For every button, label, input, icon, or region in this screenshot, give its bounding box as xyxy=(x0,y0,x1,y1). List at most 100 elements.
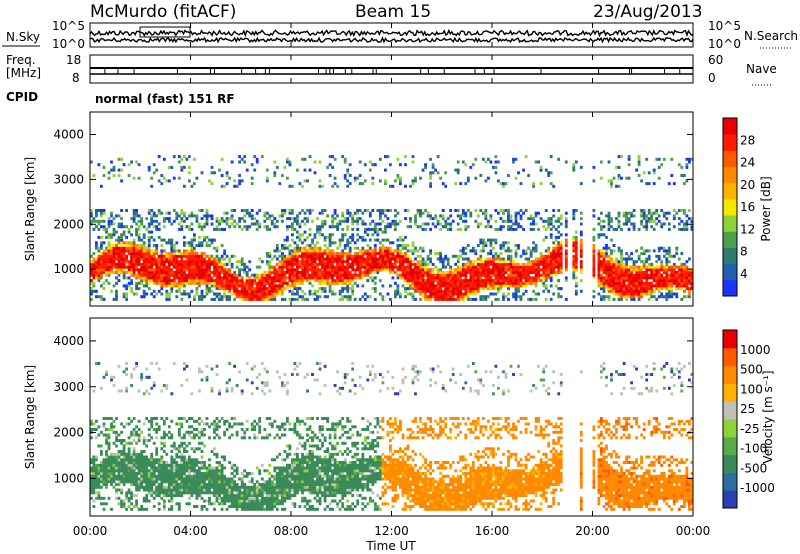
velocity-cell xyxy=(112,477,116,481)
power-cell xyxy=(263,281,267,285)
power-cell xyxy=(605,276,608,280)
power-cell xyxy=(424,281,427,285)
power-cell xyxy=(376,268,380,272)
velocity-cell xyxy=(140,463,144,467)
power-cell xyxy=(424,260,427,264)
power-cell xyxy=(592,209,596,212)
power-cell xyxy=(275,279,279,283)
power-cell xyxy=(210,257,214,261)
power-cell xyxy=(650,225,654,229)
velocity-cell xyxy=(130,480,133,484)
power-cell xyxy=(172,249,176,253)
power-cell xyxy=(446,297,450,301)
power-cell xyxy=(145,276,149,280)
power-cell xyxy=(534,268,538,272)
power-cell xyxy=(296,276,299,280)
power-cell xyxy=(419,289,422,293)
velocity-cell xyxy=(132,439,136,442)
power-cell xyxy=(223,262,226,266)
power-cell xyxy=(303,211,307,215)
power-cell xyxy=(152,271,156,274)
power-cell xyxy=(557,271,561,274)
power-cell xyxy=(441,284,445,288)
power-cell xyxy=(499,244,503,247)
power-cell xyxy=(328,281,332,285)
power-cell xyxy=(617,219,621,223)
power-cell xyxy=(602,257,606,261)
power-cell xyxy=(343,273,347,277)
power-cell xyxy=(213,281,216,285)
power-cell xyxy=(306,209,309,212)
power-cell xyxy=(348,279,352,283)
power-cell xyxy=(688,160,691,164)
power-cell xyxy=(356,209,360,212)
power-cell xyxy=(381,284,385,288)
power-cell xyxy=(683,227,686,231)
power-cell xyxy=(642,211,646,215)
velocity-cell xyxy=(127,452,131,456)
freq-left-tick-top: 18 xyxy=(66,53,81,67)
power-cell xyxy=(544,268,548,272)
power-cell xyxy=(632,268,636,272)
power-cell xyxy=(662,271,666,274)
power-cell xyxy=(150,209,154,212)
power-cell xyxy=(489,257,493,261)
power-cell xyxy=(431,217,435,221)
power-cell xyxy=(190,184,194,188)
power-cell xyxy=(112,230,116,234)
power-cell xyxy=(680,165,684,169)
power-cell xyxy=(278,279,282,283)
power-cell xyxy=(255,160,259,164)
power-cell xyxy=(559,246,563,250)
power-cell xyxy=(107,217,111,221)
power-cell xyxy=(215,268,219,272)
power-cell xyxy=(180,284,184,288)
power-cell xyxy=(489,252,493,256)
power-cell xyxy=(195,244,199,247)
power-cell xyxy=(399,276,402,280)
velocity-cell xyxy=(122,466,126,470)
power-cell xyxy=(487,281,490,285)
power-cell xyxy=(228,281,231,285)
power-cell xyxy=(190,214,194,218)
power-cell xyxy=(509,281,513,285)
power-cell xyxy=(120,244,123,247)
power-cell xyxy=(557,241,561,245)
power-cell xyxy=(612,268,616,272)
power-cell xyxy=(532,271,535,274)
power-cell xyxy=(371,233,375,237)
power-cell xyxy=(265,225,269,229)
power-cell xyxy=(650,271,654,274)
power-cell xyxy=(298,222,302,226)
power-cell xyxy=(225,295,229,299)
power-cell xyxy=(391,249,395,253)
power-cell xyxy=(600,219,603,223)
power-cell xyxy=(233,276,236,280)
power-cell xyxy=(542,265,546,269)
power-cell xyxy=(444,171,448,175)
power-cell xyxy=(95,211,98,215)
velocity-cell xyxy=(145,485,149,489)
power-cell xyxy=(311,268,314,272)
power-cell xyxy=(454,276,458,280)
power-cell xyxy=(650,265,654,269)
power-cell xyxy=(456,287,460,291)
power-cell xyxy=(652,182,656,186)
power-cell xyxy=(632,273,636,277)
velocity-cell xyxy=(140,483,144,486)
power-cell xyxy=(512,292,515,296)
power-cell xyxy=(451,271,455,274)
power-cell xyxy=(258,284,262,288)
power-cell xyxy=(323,262,327,266)
power-cell xyxy=(162,262,166,266)
power-cell xyxy=(524,249,528,253)
power-cell xyxy=(647,217,651,221)
power-cell xyxy=(157,235,161,239)
power-cell xyxy=(617,225,621,229)
velocity-cell xyxy=(100,444,103,448)
power-cell xyxy=(213,271,216,274)
power-cell xyxy=(265,289,269,293)
velocity-cell xyxy=(122,458,126,462)
power-cell xyxy=(301,265,304,269)
power-cell xyxy=(441,217,445,221)
